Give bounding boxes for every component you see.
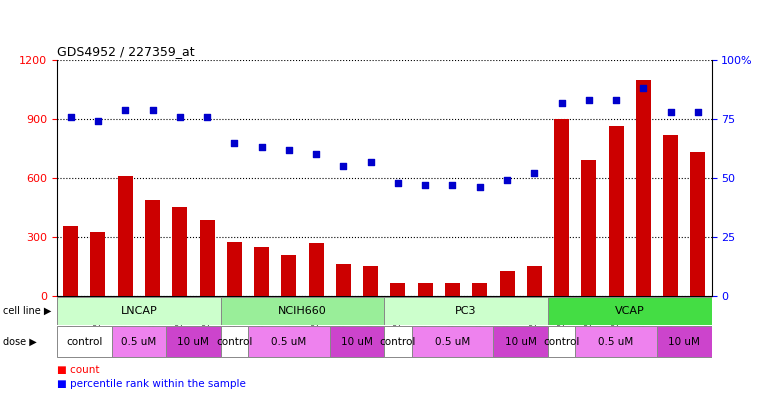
Point [365,158,377,165]
Text: ■ percentile rank within the sample: ■ percentile rank within the sample [57,379,246,389]
Bar [57,326,112,357]
Text: 10 uM: 10 uM [341,336,373,347]
Bar [227,242,242,296]
Point [310,151,322,158]
Text: 10 uM: 10 uM [177,336,209,347]
Text: LNCAP: LNCAP [120,306,158,316]
Point [556,99,568,106]
Bar [363,266,378,296]
Bar [412,326,493,357]
Text: cell line ▶: cell line ▶ [3,306,52,316]
Point [419,182,431,188]
Bar [199,220,215,296]
Bar [248,326,330,357]
Point [692,109,704,115]
Bar [636,80,651,296]
Bar [63,226,78,296]
Point [65,114,77,120]
Bar [112,326,166,357]
Bar [548,296,712,325]
Text: VCAP: VCAP [615,306,645,316]
Bar [336,264,351,296]
Bar [581,160,597,296]
Point [473,184,486,191]
Point [447,182,459,188]
Bar [609,126,623,296]
Bar [57,296,221,325]
Bar [91,232,106,296]
Point [146,107,158,113]
Point [501,177,513,184]
Bar [548,326,575,357]
Bar [663,135,678,296]
Point [664,109,677,115]
Bar [384,326,412,357]
Bar [657,326,712,357]
Text: control: control [380,336,416,347]
Point [392,180,404,186]
Point [256,144,268,151]
Bar [499,271,514,296]
Text: control: control [543,336,580,347]
Bar [145,200,160,296]
Bar [118,176,132,296]
Bar [254,247,269,296]
Bar [172,207,187,296]
Bar [690,151,705,296]
Text: PC3: PC3 [455,306,477,316]
Text: 0.5 uM: 0.5 uM [435,336,470,347]
Point [228,140,240,146]
Text: control: control [216,336,253,347]
Text: 0.5 uM: 0.5 uM [271,336,307,347]
Bar [384,296,548,325]
Point [119,107,132,113]
Text: NCIH660: NCIH660 [278,306,327,316]
Bar [473,283,487,296]
Text: GDS4952 / 227359_at: GDS4952 / 227359_at [57,45,195,58]
Bar [527,266,542,296]
Text: 10 uM: 10 uM [505,336,537,347]
Bar [330,326,384,357]
Bar [575,326,657,357]
Bar [493,326,548,357]
Point [610,97,622,103]
Point [583,97,595,103]
Point [337,163,349,169]
Bar [221,326,248,357]
Point [92,118,104,125]
Bar [166,326,221,357]
Point [637,85,649,92]
Bar [282,255,296,296]
Point [201,114,213,120]
Point [174,114,186,120]
Text: 0.5 uM: 0.5 uM [598,336,634,347]
Text: ■ count: ■ count [57,365,100,375]
Text: 0.5 uM: 0.5 uM [121,336,157,347]
Bar [309,243,323,296]
Bar [418,283,433,296]
Bar [221,296,384,325]
Bar [554,119,569,296]
Text: control: control [66,336,103,347]
Text: 10 uM: 10 uM [668,336,700,347]
Text: dose ▶: dose ▶ [3,336,37,347]
Point [528,170,540,176]
Bar [390,283,406,296]
Point [283,147,295,153]
Bar [445,283,460,296]
